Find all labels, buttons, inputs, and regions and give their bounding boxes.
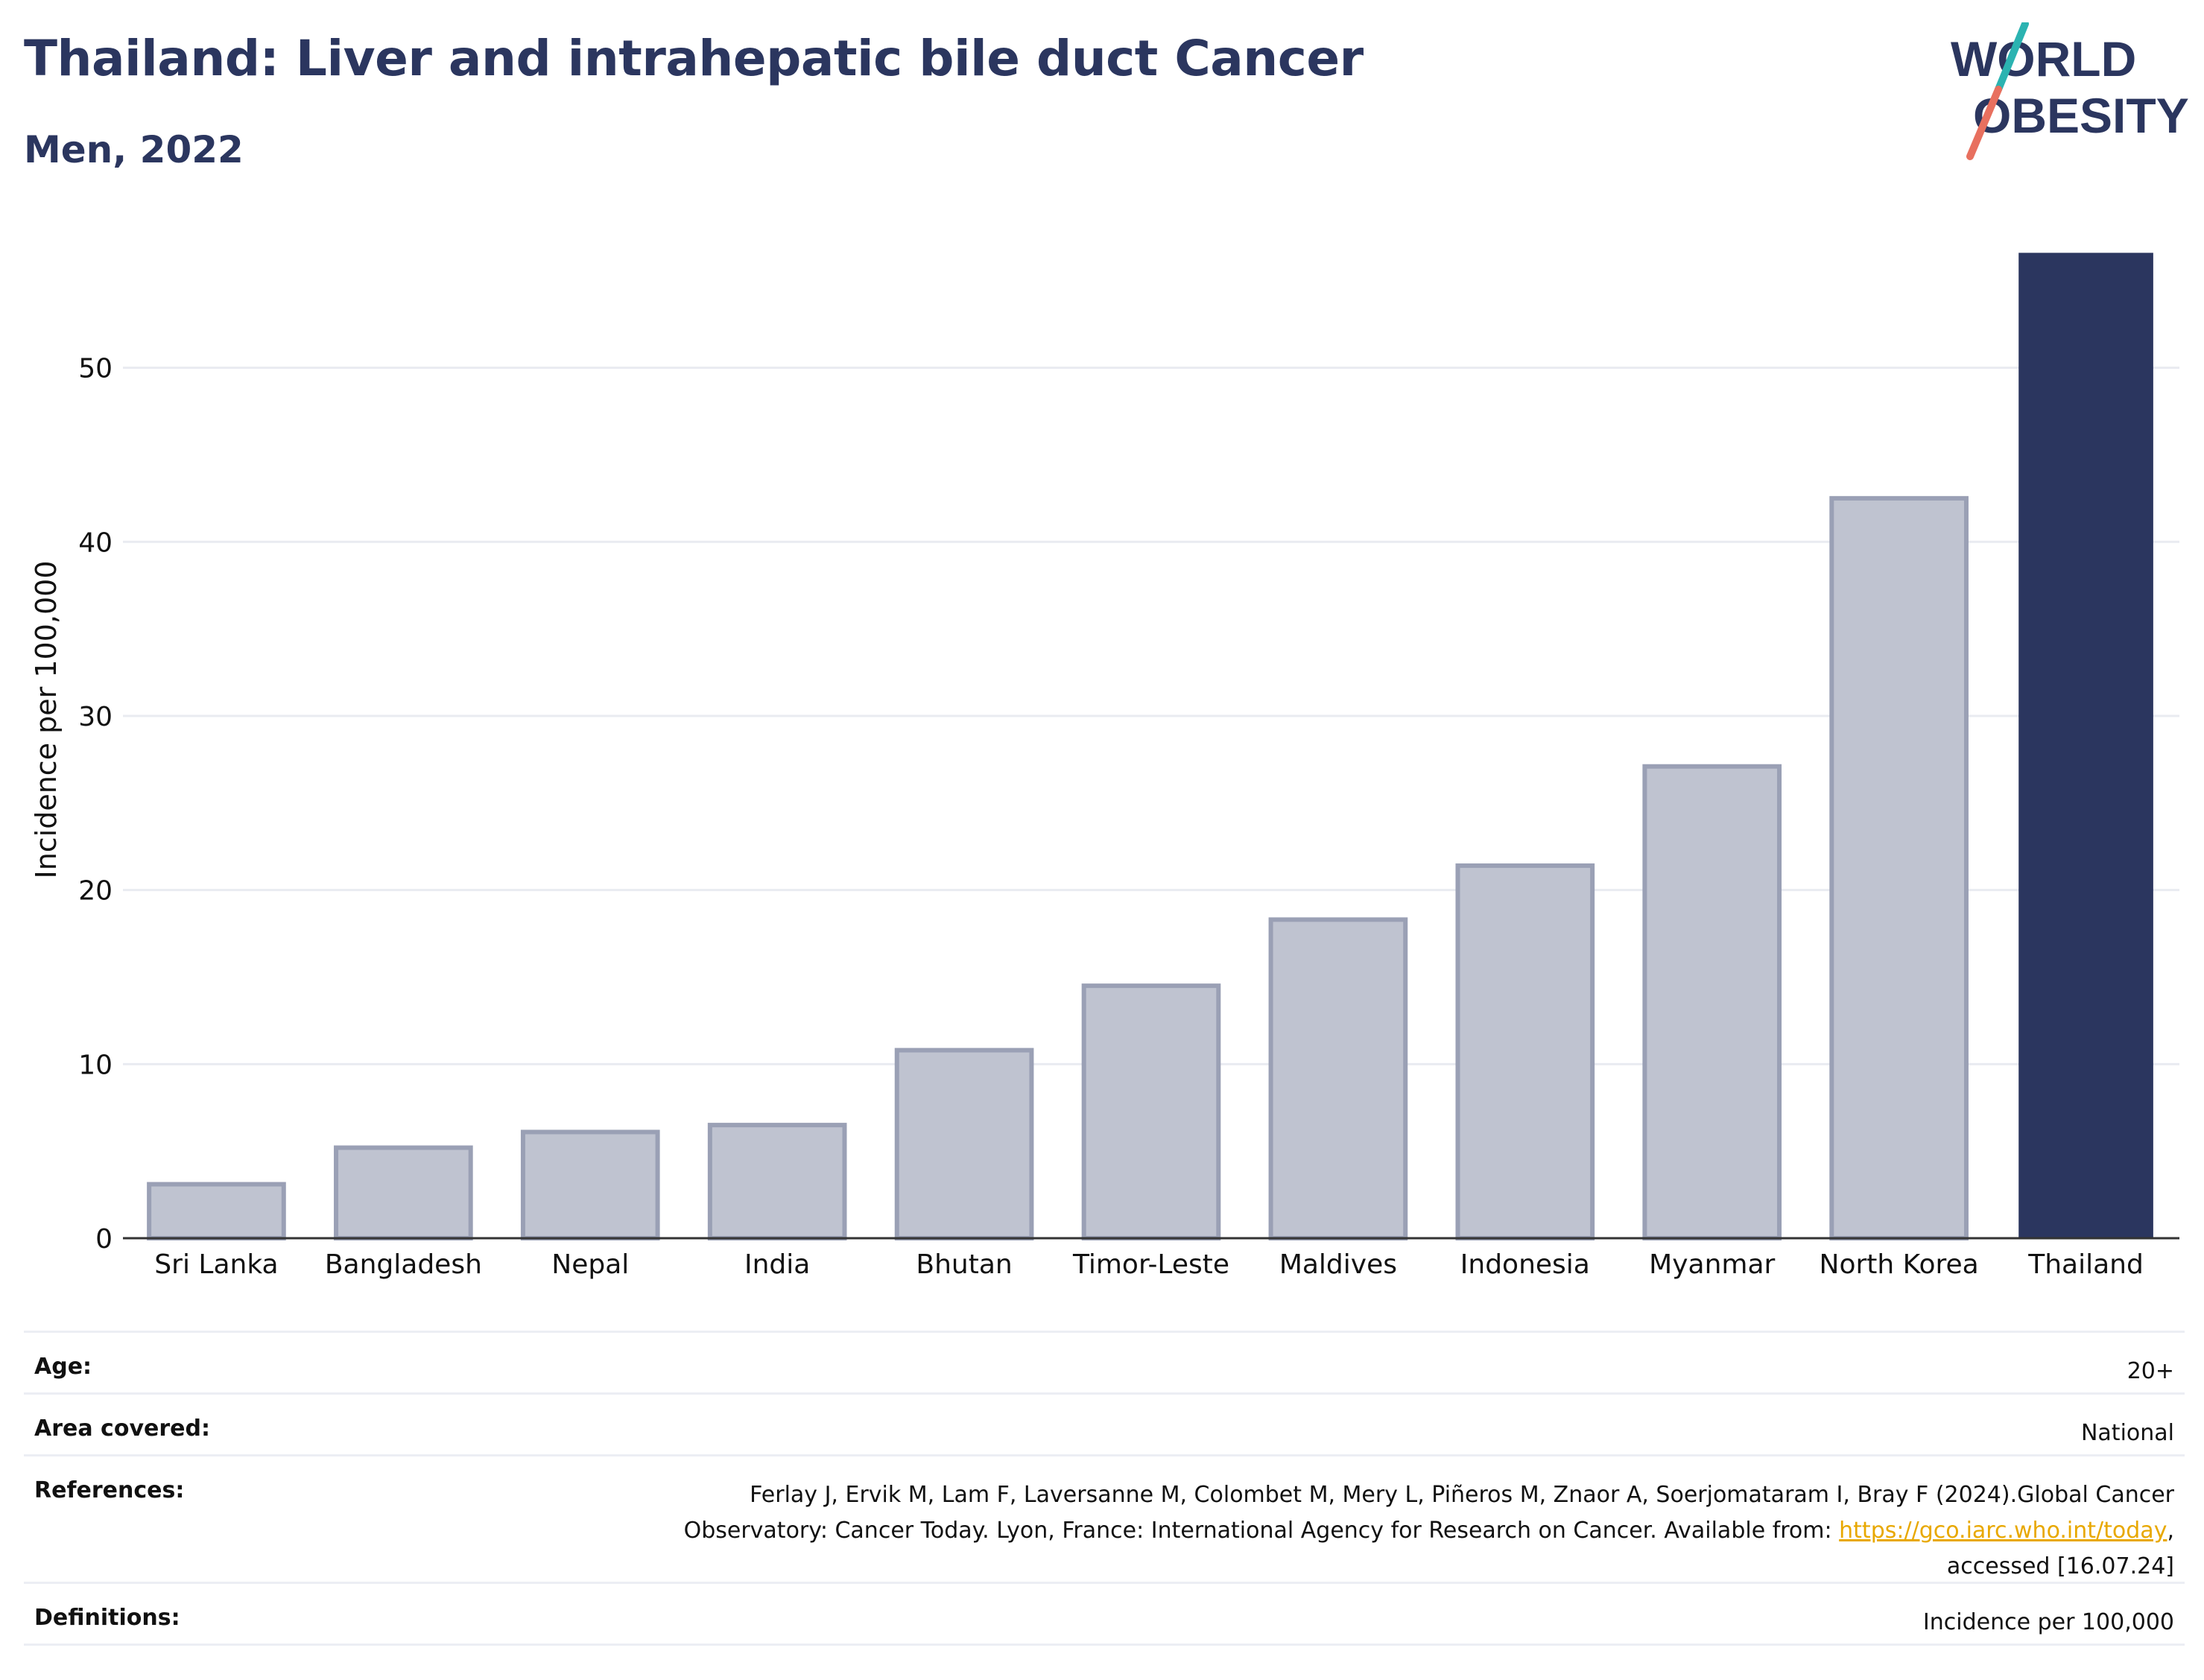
y-tick-label: 10 <box>78 1050 113 1080</box>
y-tick-label: 0 <box>95 1224 113 1255</box>
x-tick-label: Maldives <box>1279 1249 1397 1280</box>
bar-indonesia <box>1455 863 1595 1240</box>
reference-line-2-end: , <box>2167 1518 2174 1544</box>
reference-line-2-text: Observatory: Cancer Today. Lyon, France:… <box>683 1518 1840 1544</box>
bar-timor-leste <box>1081 983 1221 1240</box>
info-row-definitions: Definitions: Incidence per 100,000 <box>24 1582 2185 1646</box>
logo-word-world: WORLD <box>1951 31 2136 86</box>
bar-india <box>707 1123 847 1240</box>
info-value-area: National <box>2080 1420 2174 1446</box>
x-tick-label: Bhutan <box>916 1249 1012 1280</box>
bar-bangladesh <box>334 1145 473 1241</box>
info-key-references: References: <box>34 1477 185 1503</box>
reference-link[interactable]: https://gco.iarc.who.int/today <box>1839 1518 2167 1544</box>
x-axis-ticks: Sri Lanka Bangladesh Nepal India Bhutan Timor… <box>154 1249 2144 1280</box>
info-key-age: Age: <box>34 1354 92 1380</box>
logo-word-obesity: OBESITY <box>1973 88 2189 143</box>
info-row-references: References: Ferlay J, Ervik M, Lam F, La… <box>24 1454 2185 1582</box>
bar-thailand <box>2018 253 2153 1238</box>
info-row-area: Area covered: National <box>24 1392 2185 1454</box>
y-axis-label: Incidence per 100,000 <box>30 560 63 878</box>
reference-line-1: Ferlay J, Ervik M, Lam F, Laversanne M, … <box>750 1482 2174 1508</box>
x-tick-label: Indonesia <box>1460 1249 1590 1280</box>
x-tick-label: India <box>744 1249 810 1280</box>
bar-maldives <box>1268 917 1408 1241</box>
world-obesity-logo: WORLD OBESITY <box>1951 22 2189 160</box>
y-axis-ticks: 0 10 20 30 40 50 <box>78 354 113 1255</box>
chart-title: Thailand: Liver and intrahepatic bile du… <box>24 30 1364 87</box>
y-tick-label: 20 <box>78 876 113 907</box>
bars <box>147 253 2153 1241</box>
info-value-age: 20+ <box>2127 1358 2174 1384</box>
reference-line-2: Observatory: Cancer Today. Lyon, France:… <box>684 1513 2174 1549</box>
info-key-area: Area covered: <box>34 1416 210 1442</box>
x-tick-label: Timor-Leste <box>1072 1249 1229 1280</box>
bar-north-korea <box>1829 495 1969 1240</box>
logo-slash-coral <box>1966 86 2002 160</box>
bar-nepal <box>520 1129 660 1240</box>
x-tick-label: Bangladesh <box>325 1249 482 1280</box>
bar-sri-lanka <box>147 1182 286 1240</box>
info-value-definitions: Incidence per 100,000 <box>1922 1609 2174 1635</box>
chart-subtitle: Men, 2022 <box>24 128 244 171</box>
y-tick-label: 30 <box>78 702 113 732</box>
bar-chart: 0 10 20 30 40 50 Sri Lanka Bangladesh Nepal Indi… <box>30 253 2179 1280</box>
x-tick-label: Nepal <box>551 1249 629 1280</box>
reference-line-3: accessed [16.07.24] <box>1946 1553 2174 1579</box>
bar-bhutan <box>894 1047 1034 1241</box>
x-tick-label: North Korea <box>1820 1249 1979 1280</box>
bar-myanmar <box>1642 764 1782 1241</box>
y-tick-label: 40 <box>78 527 113 558</box>
info-value-references: Ferlay J, Ervik M, Lam F, Laversanne M, … <box>684 1477 2174 1585</box>
logo-slash-teal <box>1995 22 2029 93</box>
x-tick-label: Myanmar <box>1649 1249 1775 1280</box>
y-tick-label: 50 <box>78 354 113 384</box>
info-key-definitions: Definitions: <box>34 1605 180 1631</box>
x-tick-label: Sri Lanka <box>154 1249 278 1280</box>
info-row-age: Age: 20+ <box>24 1331 2185 1392</box>
info-table: Age: 20+ Area covered: National Referenc… <box>24 1331 2185 1646</box>
x-tick-label: Thailand <box>2027 1249 2144 1280</box>
